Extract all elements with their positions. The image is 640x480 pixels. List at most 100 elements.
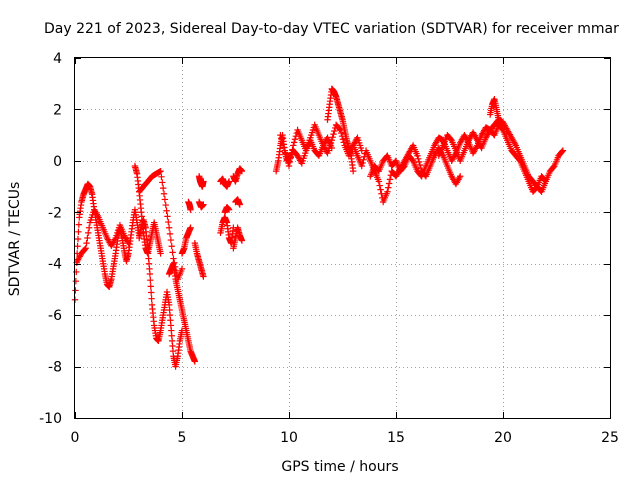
data-point xyxy=(279,141,287,148)
series-trace-i xyxy=(191,239,207,280)
data-point xyxy=(165,218,172,226)
data-point xyxy=(375,178,383,185)
x-tick-label: 0 xyxy=(71,430,80,446)
data-point xyxy=(159,179,166,186)
series-trace-v xyxy=(350,142,464,206)
data-point xyxy=(74,235,82,243)
data-point xyxy=(290,139,298,146)
data-point xyxy=(125,239,132,247)
y-tick-label: -2 xyxy=(48,205,62,221)
data-point xyxy=(148,295,155,302)
data-point xyxy=(360,156,367,164)
series-trace-m xyxy=(217,214,237,247)
data-point xyxy=(384,188,391,195)
x-tick-label: 5 xyxy=(178,430,187,446)
data-point xyxy=(187,224,194,231)
y-tick-label: -10 xyxy=(39,411,62,427)
x-tick-label: 10 xyxy=(280,430,298,446)
plot-frame xyxy=(74,57,611,419)
series-trace-n xyxy=(221,203,233,216)
data-point xyxy=(161,196,169,203)
data-point xyxy=(238,167,246,175)
data-point xyxy=(75,221,83,228)
data-point xyxy=(277,131,284,139)
data-point xyxy=(72,287,79,294)
data-point xyxy=(415,155,422,162)
data-point xyxy=(278,135,285,142)
series-trace-e xyxy=(131,162,164,257)
grid-lines xyxy=(75,58,610,418)
x-tick-label: 15 xyxy=(387,430,405,446)
data-point xyxy=(457,173,464,180)
data-point xyxy=(168,243,175,250)
x-tick-label: 20 xyxy=(494,430,512,446)
y-tick-label: -6 xyxy=(48,308,62,324)
data-point xyxy=(84,234,91,242)
data-point xyxy=(330,130,337,138)
series-trace-y xyxy=(486,95,502,123)
data-point xyxy=(225,178,233,185)
series-trace-j xyxy=(195,173,207,190)
data-point xyxy=(280,144,288,151)
data-point xyxy=(157,167,164,175)
series-trace-t xyxy=(285,134,335,167)
data-point xyxy=(157,250,164,257)
data-point xyxy=(336,125,343,133)
data-point xyxy=(359,159,366,167)
data-points xyxy=(71,85,567,370)
data-point xyxy=(164,213,171,220)
data-point xyxy=(328,144,335,152)
data-point xyxy=(163,207,170,214)
data-point xyxy=(542,178,549,185)
data-point xyxy=(167,236,175,244)
y-tick-label: 0 xyxy=(53,154,62,170)
data-point xyxy=(169,249,176,256)
series-trace-x xyxy=(435,121,549,195)
data-point xyxy=(187,206,194,213)
y-tick-label: -8 xyxy=(48,360,62,376)
x-tick-labels: 0 5 10 15 20 25 xyxy=(71,430,619,446)
axis-ticks xyxy=(75,58,611,419)
data-point xyxy=(200,201,207,208)
data-point xyxy=(200,178,207,185)
data-point xyxy=(291,136,299,143)
data-point xyxy=(238,237,246,244)
y-tick-label: 4 xyxy=(53,51,62,67)
series-trace-k xyxy=(195,198,207,211)
data-point xyxy=(72,278,80,285)
series-trace-u xyxy=(324,85,357,175)
data-point xyxy=(278,138,286,145)
series-trace-g xyxy=(178,224,194,257)
chart-title: Day 221 of 2023, Sidereal Day-to-day VTE… xyxy=(44,21,619,37)
data-point xyxy=(191,358,199,365)
data-point xyxy=(350,167,357,175)
x-axis-label: GPS time / hours xyxy=(281,459,398,475)
data-point xyxy=(414,152,421,159)
data-point xyxy=(236,201,243,208)
data-point xyxy=(200,273,207,280)
data-point xyxy=(162,201,169,209)
x-tick-label: 25 xyxy=(601,430,619,446)
data-point xyxy=(147,289,155,296)
data-point xyxy=(376,182,383,189)
data-point xyxy=(339,136,347,143)
data-point xyxy=(495,116,502,123)
data-point xyxy=(541,177,549,184)
y-tick-labels: -10 -8 -6 -4 -2 0 2 4 xyxy=(39,51,62,427)
data-point xyxy=(377,186,384,193)
data-point xyxy=(225,206,233,213)
data-point xyxy=(166,230,174,238)
y-tick-label: -4 xyxy=(48,257,62,273)
series-trace-q xyxy=(232,196,243,208)
data-point xyxy=(338,129,345,137)
data-point xyxy=(165,224,173,231)
data-point xyxy=(158,173,165,180)
data-point xyxy=(146,270,154,278)
data-point xyxy=(147,283,154,290)
data-point xyxy=(83,239,90,247)
data-point xyxy=(85,224,93,231)
series-trace-p xyxy=(230,224,246,252)
data-point xyxy=(74,243,81,250)
data-point xyxy=(281,147,288,154)
